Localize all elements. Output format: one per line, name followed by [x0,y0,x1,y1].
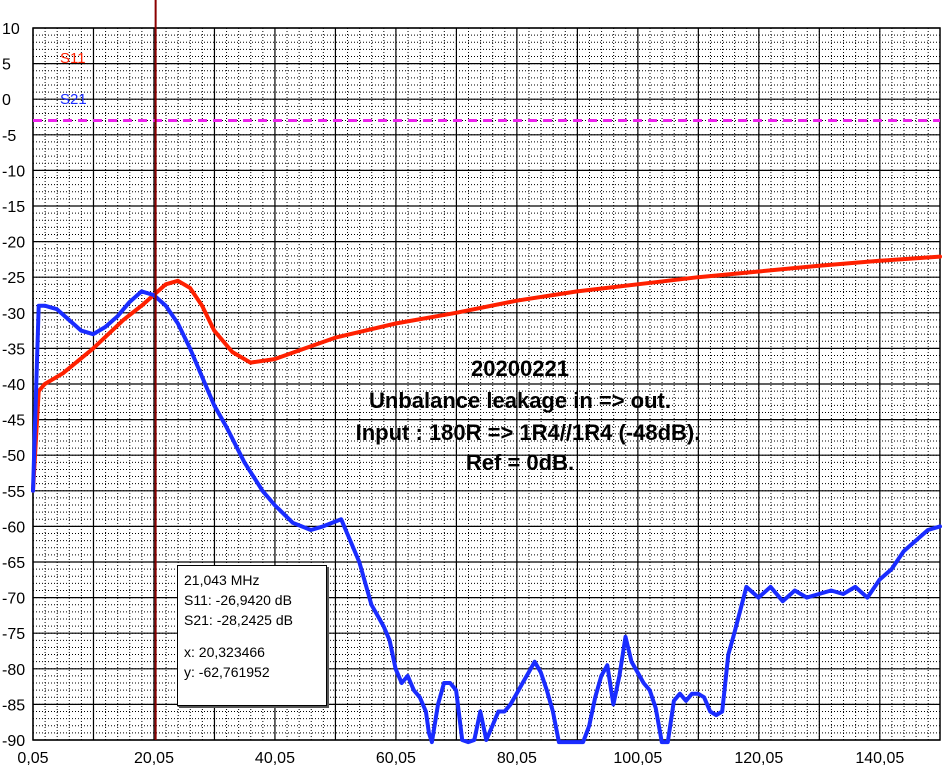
y-tick-label: -25 [2,270,25,287]
x-tick-label: 40,05 [255,750,295,767]
y-tick-label: -45 [2,413,25,430]
readout-frequency: 21,043 MHz [184,572,260,588]
y-tick-label: -65 [2,555,25,572]
y-tick-label: -90 [2,733,25,750]
y-tick-label: -10 [2,163,25,180]
x-tick-label: 80,05 [497,750,537,767]
x-tick-label: 120,05 [734,750,783,767]
series-s11-line [31,254,942,493]
y-axis-ticks: 10 5 0 -5 -10 -15 -20 -25 -30 -35 -40 -45 -50 -55 -60 -… [2,21,25,750]
readout-y: y: -62,761952 [184,664,270,680]
grid-major [32,27,941,741]
readout-s11: S11: -26,9420 dB [184,592,292,608]
x-tick-label: 140,05 [855,750,904,767]
series-s21-line [31,289,942,745]
y-tick-label: -50 [2,448,25,465]
y-tick-label: -20 [2,235,25,252]
y-tick-label: 5 [2,57,11,74]
annotation-ref: Ref = 0dB. [466,450,574,475]
annotation-input: Input : 180R => 1R4//1R4 (-48dB). [356,420,701,445]
readout-x: x: 20,323466 [184,644,265,660]
marker-readout-box: 21,043 MHz S11: -26,9420 dB S21: -28,242… [177,565,327,706]
legend-s21: S21 [60,91,87,108]
y-tick-label: -85 [2,697,25,714]
legend-s11: S11 [60,50,86,67]
y-tick-label: -40 [2,377,25,394]
readout-spacer [184,630,320,642]
x-tick-label: 60,05 [376,750,416,767]
x-tick-label: 20,05 [134,750,174,767]
x-tick-label: 0,05 [17,750,48,767]
y-tick-label: -55 [2,484,25,501]
y-tick-label: 10 [2,21,20,38]
y-tick-label: -75 [2,626,25,643]
y-tick-label: -80 [2,662,25,679]
y-tick-label: 0 [2,92,11,109]
y-tick-label: -5 [2,128,16,145]
annotation-title: Unbalance leakage in => out. [369,388,671,413]
y-tick-label: -15 [2,199,25,216]
y-tick-label: -60 [2,519,25,536]
y-tick-label: -35 [2,341,25,358]
y-tick-label: -30 [2,306,25,323]
y-tick-label: -70 [2,591,25,608]
readout-s21: S21: -28,2425 dB [184,612,293,628]
x-axis-ticks: 0,05 20,05 40,05 60,05 80,05 100,05 120,05 140,… [17,750,904,767]
x-tick-label: 100,05 [613,750,662,767]
annotation-date: 20200221 [471,356,569,381]
